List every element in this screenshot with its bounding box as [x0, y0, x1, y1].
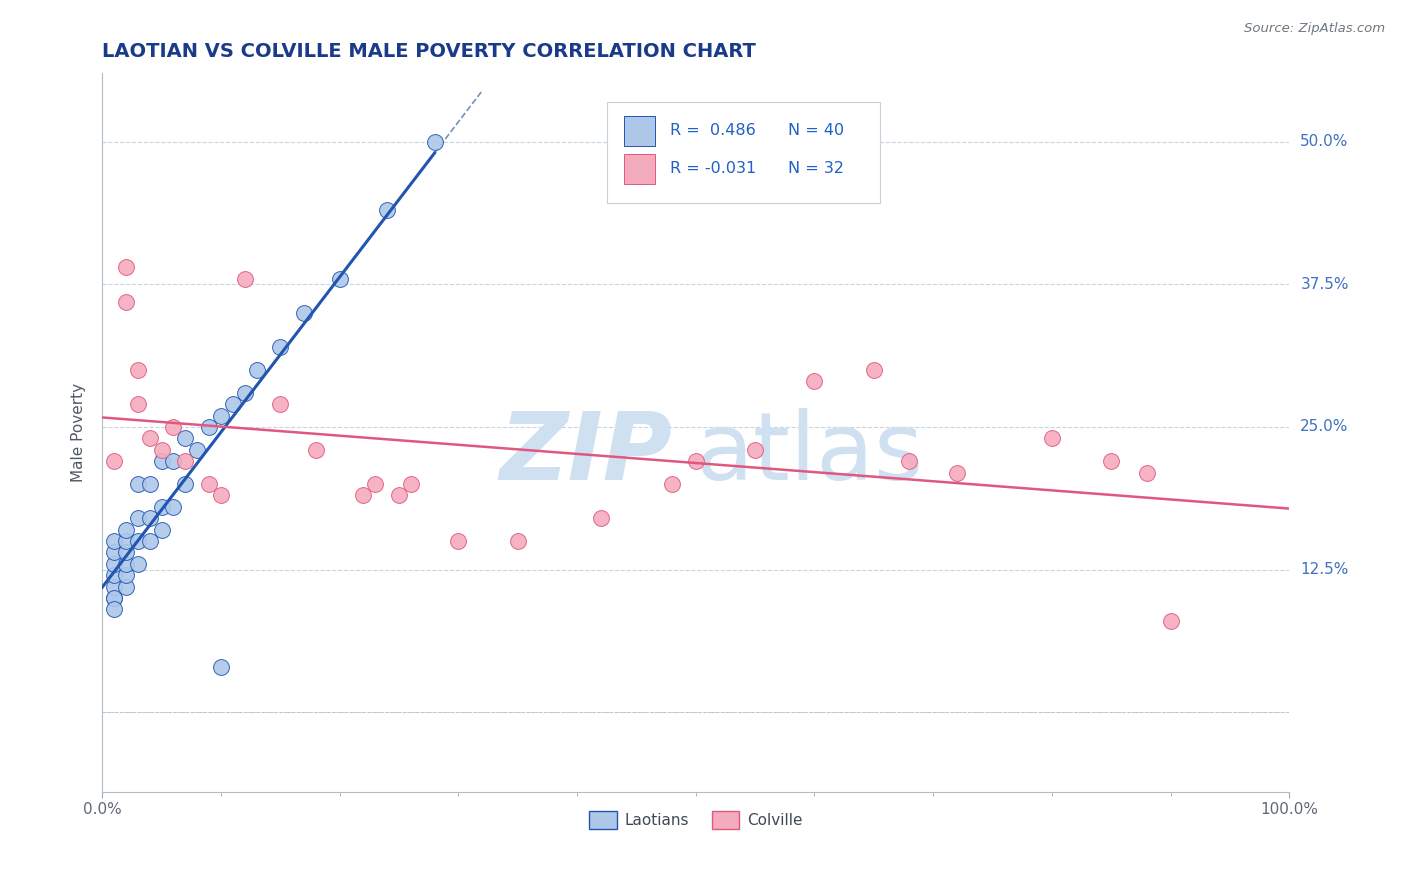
- Point: [138, 477, 160, 491]
- Point: [103, 534, 125, 549]
- Point: [186, 442, 208, 457]
- Point: [269, 397, 291, 411]
- Point: [245, 363, 267, 377]
- Point: [388, 488, 411, 502]
- Text: 37.5%: 37.5%: [1301, 277, 1348, 292]
- Point: [744, 442, 766, 457]
- Text: 12.5%: 12.5%: [1301, 562, 1348, 577]
- Point: [115, 260, 138, 275]
- Text: 25.0%: 25.0%: [1301, 419, 1348, 434]
- Point: [150, 454, 173, 468]
- Point: [138, 431, 160, 445]
- Text: ZIP: ZIP: [499, 409, 672, 500]
- Text: N = 40: N = 40: [789, 123, 845, 138]
- Point: [1136, 466, 1159, 480]
- Point: [375, 203, 398, 218]
- Point: [127, 511, 149, 525]
- Point: [150, 442, 173, 457]
- Point: [162, 500, 184, 514]
- Point: [423, 135, 446, 149]
- Point: [103, 591, 125, 605]
- Text: LAOTIAN VS COLVILLE MALE POVERTY CORRELATION CHART: LAOTIAN VS COLVILLE MALE POVERTY CORRELA…: [103, 42, 756, 61]
- Point: [198, 420, 221, 434]
- Point: [115, 545, 138, 559]
- Point: [209, 409, 232, 423]
- Point: [103, 602, 125, 616]
- Point: [506, 534, 529, 549]
- Point: [103, 568, 125, 582]
- FancyBboxPatch shape: [606, 103, 880, 202]
- Point: [127, 534, 149, 549]
- Text: R =  0.486: R = 0.486: [669, 123, 755, 138]
- Text: N = 32: N = 32: [789, 161, 844, 177]
- Point: [292, 306, 315, 320]
- Point: [150, 500, 173, 514]
- Point: [162, 420, 184, 434]
- Point: [233, 385, 256, 400]
- Point: [127, 397, 149, 411]
- Point: [352, 488, 374, 502]
- Point: [150, 523, 173, 537]
- FancyBboxPatch shape: [624, 116, 655, 146]
- Point: [162, 454, 184, 468]
- Point: [233, 271, 256, 285]
- Point: [685, 454, 707, 468]
- Y-axis label: Male Poverty: Male Poverty: [72, 384, 86, 483]
- Point: [115, 557, 138, 571]
- Point: [127, 477, 149, 491]
- Text: R = -0.031: R = -0.031: [669, 161, 756, 177]
- Point: [115, 523, 138, 537]
- Point: [661, 477, 683, 491]
- Point: [898, 454, 921, 468]
- Point: [103, 454, 125, 468]
- Point: [862, 363, 884, 377]
- Point: [946, 466, 969, 480]
- Point: [198, 477, 221, 491]
- Text: atlas: atlas: [696, 409, 924, 500]
- Point: [115, 294, 138, 309]
- Point: [103, 591, 125, 605]
- Point: [174, 454, 197, 468]
- Point: [209, 659, 232, 673]
- Point: [305, 442, 328, 457]
- Point: [127, 363, 149, 377]
- Point: [222, 397, 245, 411]
- Point: [269, 340, 291, 354]
- Point: [127, 557, 149, 571]
- Point: [364, 477, 387, 491]
- Point: [174, 431, 197, 445]
- Point: [138, 534, 160, 549]
- Point: [447, 534, 470, 549]
- Point: [103, 545, 125, 559]
- Point: [209, 488, 232, 502]
- Text: 50.0%: 50.0%: [1301, 135, 1348, 149]
- Legend: Laotians, Colville: Laotians, Colville: [583, 805, 808, 835]
- Point: [103, 580, 125, 594]
- Point: [115, 568, 138, 582]
- Point: [1099, 454, 1122, 468]
- Point: [174, 477, 197, 491]
- Point: [138, 511, 160, 525]
- Point: [329, 271, 352, 285]
- Point: [115, 534, 138, 549]
- Point: [1160, 614, 1182, 628]
- Point: [1040, 431, 1063, 445]
- Point: [803, 375, 825, 389]
- Point: [399, 477, 422, 491]
- FancyBboxPatch shape: [624, 154, 655, 184]
- Point: [589, 511, 612, 525]
- Text: Source: ZipAtlas.com: Source: ZipAtlas.com: [1244, 22, 1385, 36]
- Point: [103, 557, 125, 571]
- Point: [115, 580, 138, 594]
